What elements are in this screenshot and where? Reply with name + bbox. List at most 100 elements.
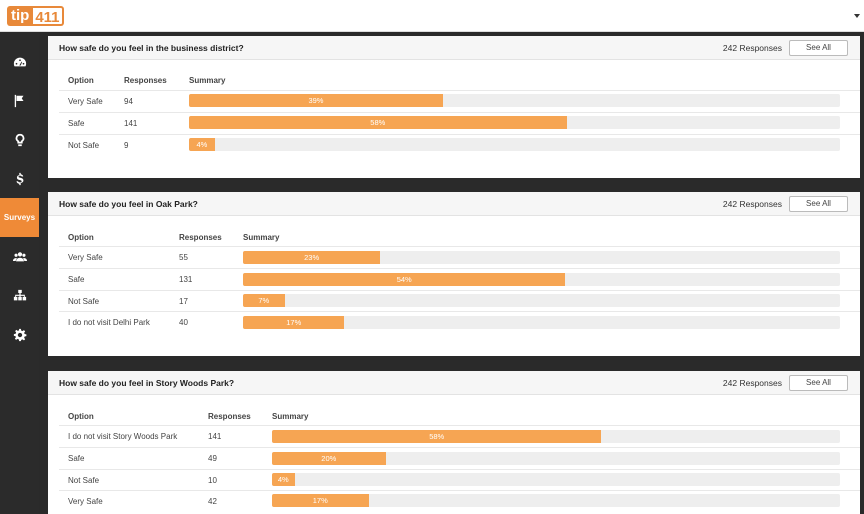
row-divider [59, 469, 860, 470]
responses-cell: 94 [124, 97, 133, 106]
option-column-header: Option [68, 412, 94, 421]
option-cell: Not Safe [68, 297, 100, 306]
logo-tip-text: tip [7, 6, 34, 26]
summary-percent: 17% [312, 496, 328, 505]
summary-column-header: Summary [189, 76, 226, 85]
sidebar-item-payments[interactable] [0, 159, 39, 198]
summary-column-header: Summary [272, 412, 309, 421]
survey-response-count: 242 Responses [722, 199, 782, 209]
row-divider [59, 490, 860, 491]
flag-icon [14, 94, 23, 107]
survey-response-count: 242 Responses [722, 43, 782, 53]
row-divider [59, 447, 860, 448]
speedometer-icon [13, 57, 26, 66]
sidebar-item-tips[interactable] [0, 81, 39, 120]
option-column-header: Option [68, 233, 94, 242]
see-all-button[interactable]: See All [789, 40, 848, 56]
summary-percent: 23% [304, 253, 320, 262]
responses-cell: 17 [179, 297, 188, 306]
summary-bar-fill [272, 430, 602, 443]
survey-title: How safe do you feel in the business dis… [59, 43, 244, 53]
sidebar-item-settings[interactable] [0, 315, 39, 354]
header-divider [59, 90, 860, 91]
summary-bar-fill [243, 294, 285, 307]
responses-cell: 10 [208, 476, 217, 485]
summary-percent: 17% [286, 318, 302, 327]
summary-bar-fill [243, 316, 345, 329]
responses-cell: 141 [208, 432, 222, 441]
responses-cell: 40 [179, 318, 188, 327]
survey-card: How safe do you feel in Story Woods Park… [48, 371, 860, 514]
option-cell: I do not visit Delhi Park [68, 318, 150, 327]
responses-cell: 141 [124, 119, 138, 128]
sidebar-item-org[interactable] [0, 276, 39, 315]
summary-bar: 7% [243, 294, 840, 307]
summary-percent: 58% [429, 432, 445, 441]
dollar-icon [16, 172, 23, 185]
row-divider [59, 311, 860, 312]
lightbulb-icon [15, 133, 24, 146]
summary-percent: 20% [321, 454, 337, 463]
summary-bar-fill [189, 116, 567, 129]
summary-percent: 39% [308, 96, 324, 105]
summary-percent: 58% [370, 118, 386, 127]
sidebar: Surveys [0, 32, 39, 514]
summary-bar: 39% [189, 94, 840, 107]
summary-percent: 4% [196, 140, 208, 149]
logo-number-text: 411 [33, 6, 64, 26]
see-all-button[interactable]: See All [789, 196, 848, 212]
option-cell: Very Safe [68, 497, 103, 506]
tip411-logo[interactable]: tip 411 [7, 6, 64, 26]
survey-card-header: How safe do you feel in Oak Park? 242 Re… [48, 192, 860, 216]
sidebar-item-users[interactable] [0, 237, 39, 276]
sidebar-item-surveys-label: Surveys [3, 213, 36, 222]
summary-percent: 4% [277, 475, 289, 484]
summary-bar-fill [272, 473, 295, 486]
responses-column-header: Responses [179, 233, 222, 242]
responses-cell: 9 [124, 141, 129, 150]
header-divider [59, 246, 860, 247]
survey-card: How safe do you feel in Oak Park? 242 Re… [48, 192, 860, 356]
sidebar-item-ideas[interactable] [0, 120, 39, 159]
summary-percent: 7% [258, 296, 270, 305]
survey-response-count: 242 Responses [722, 378, 782, 388]
survey-card-header: How safe do you feel in Story Woods Park… [48, 371, 860, 395]
summary-bar: 17% [243, 316, 840, 329]
option-cell: Very Safe [68, 253, 103, 262]
option-cell: Very Safe [68, 97, 103, 106]
option-cell: I do not visit Story Woods Park [68, 432, 178, 441]
responses-cell: 131 [179, 275, 193, 284]
summary-bar-fill [272, 494, 369, 507]
summary-bar-fill [243, 273, 566, 286]
summary-bar-fill [189, 138, 216, 151]
users-icon [12, 251, 27, 261]
summary-bar: 4% [272, 473, 840, 486]
option-cell: Safe [68, 119, 85, 128]
top-bar: tip 411 [0, 0, 864, 32]
account-caret-icon[interactable] [854, 14, 860, 18]
see-all-button[interactable]: See All [789, 375, 848, 391]
summary-bar-fill [189, 94, 443, 107]
survey-card: How safe do you feel in the business dis… [48, 36, 860, 178]
option-cell: Safe [68, 454, 85, 463]
summary-bar: 17% [272, 494, 840, 507]
summary-bar: 58% [189, 116, 840, 129]
summary-bar: 58% [272, 430, 840, 443]
summary-percent: 54% [396, 275, 412, 284]
responses-column-header: Responses [124, 76, 167, 85]
summary-bar: 23% [243, 251, 840, 264]
option-cell: Not Safe [68, 141, 100, 150]
responses-column-header: Responses [208, 412, 251, 421]
summary-bar: 20% [272, 452, 840, 465]
responses-cell: 42 [208, 497, 217, 506]
summary-bar-fill [243, 251, 381, 264]
gear-icon [13, 328, 26, 341]
responses-cell: 55 [179, 253, 188, 262]
sidebar-item-dashboard[interactable] [0, 42, 39, 81]
sitemap-icon [13, 289, 26, 300]
summary-bar: 54% [243, 273, 840, 286]
sidebar-item-surveys[interactable]: Surveys [0, 198, 39, 237]
row-divider [59, 290, 860, 291]
survey-title: How safe do you feel in Oak Park? [59, 199, 198, 209]
survey-card-header: How safe do you feel in the business dis… [48, 36, 860, 60]
